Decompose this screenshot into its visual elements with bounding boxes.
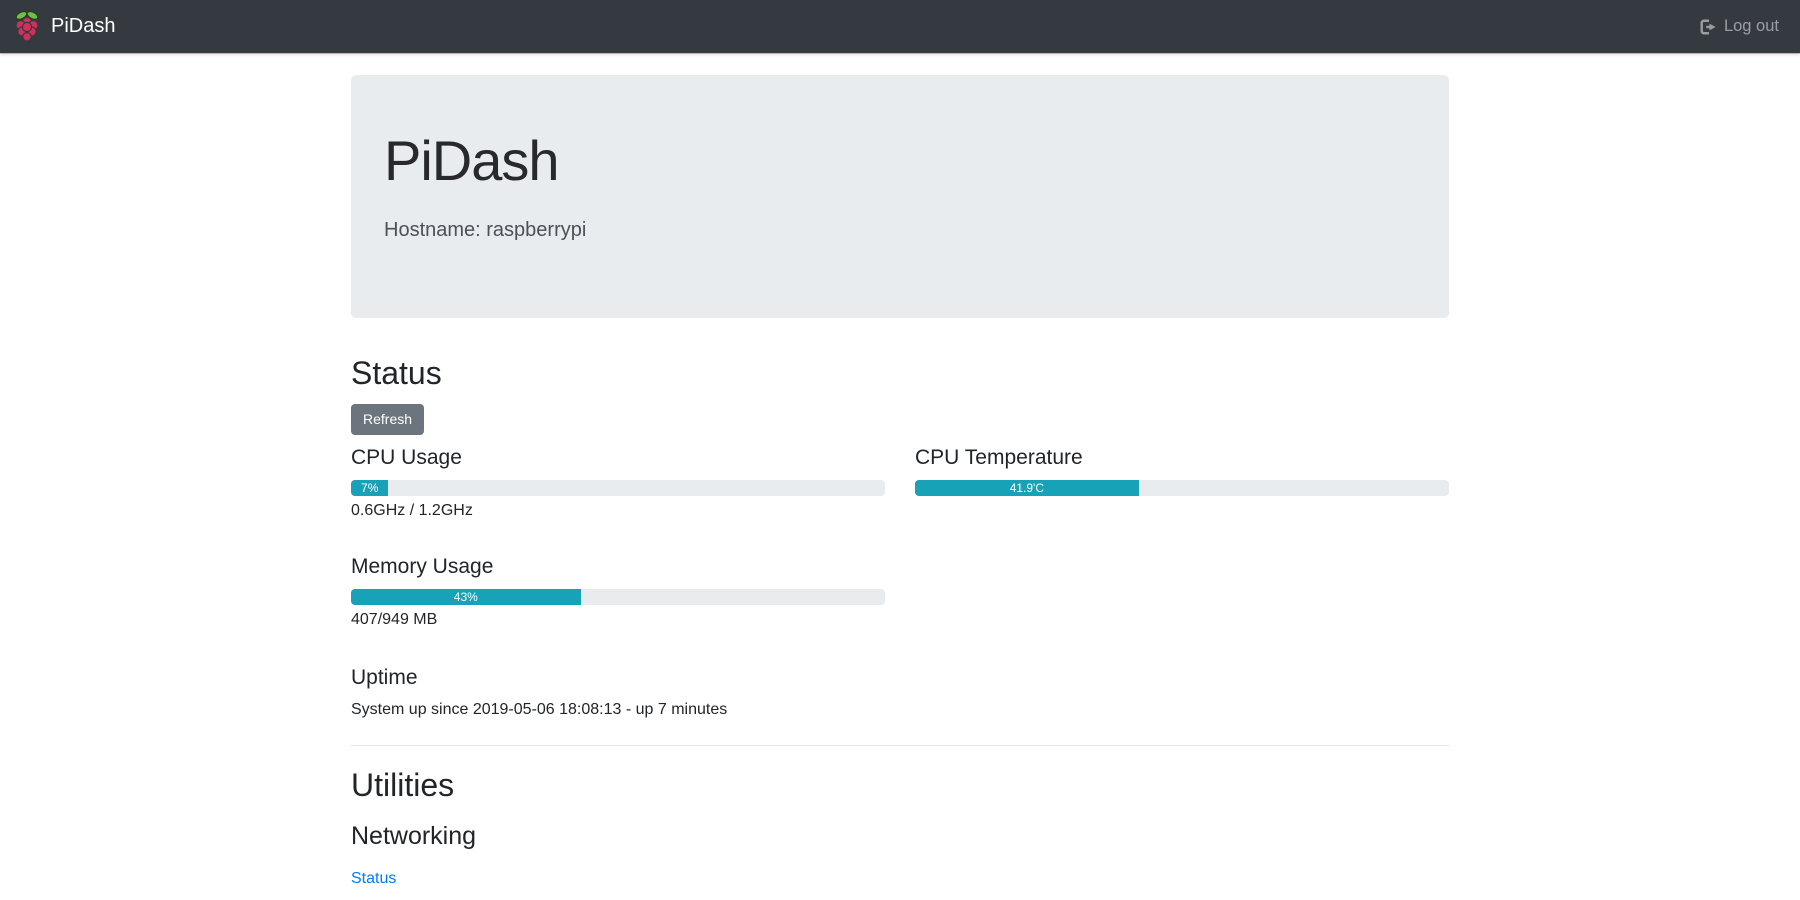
logout-label: Log out bbox=[1723, 17, 1779, 35]
sign-out-icon bbox=[1700, 19, 1717, 35]
status-grid: CPU Usage 7% 0.6GHz / 1.2GHz Memory Usag… bbox=[351, 445, 1449, 720]
cpu-temperature-progress: 41.9'C bbox=[915, 479, 1449, 496]
status-left-column: CPU Usage 7% 0.6GHz / 1.2GHz Memory Usag… bbox=[351, 445, 885, 720]
cpu-temperature-metric: CPU Temperature 41.9'C bbox=[915, 445, 1449, 496]
navbar-brand[interactable]: PiDash bbox=[12, 10, 115, 43]
cpu-temperature-progress-value: 41.9'C bbox=[1009, 480, 1045, 495]
cpu-usage-progress-fill: 7% bbox=[351, 479, 389, 496]
main-content: PiDash Hostname: raspberrypi Status Refr… bbox=[351, 75, 1449, 900]
cpu-frequency-text: 0.6GHz / 1.2GHz bbox=[351, 501, 473, 519]
section-divider bbox=[351, 745, 1449, 747]
cpu-usage-progress-value: 7% bbox=[361, 480, 379, 495]
uptime-label: Uptime bbox=[351, 666, 418, 690]
cpu-temperature-progress-fill: 41.9'C bbox=[915, 479, 1139, 496]
memory-usage-progress: 43% bbox=[351, 589, 885, 606]
networking-group: Networking Status bbox=[351, 821, 1449, 898]
memory-detail-text: 407/949 MB bbox=[351, 611, 438, 629]
memory-usage-metric: Memory Usage 43% 407/949 MB bbox=[351, 554, 885, 629]
utilities-heading: Utilities bbox=[351, 767, 455, 804]
refresh-button[interactable]: Refresh bbox=[351, 404, 425, 435]
memory-usage-progress-value: 43% bbox=[453, 590, 478, 605]
status-right-column: CPU Temperature 41.9'C bbox=[915, 445, 1449, 720]
memory-usage-label: Memory Usage bbox=[351, 554, 494, 578]
logout-link[interactable]: Log out bbox=[1700, 17, 1779, 36]
jumbotron: PiDash Hostname: raspberrypi bbox=[351, 75, 1449, 318]
hostname-text: Hostname: raspberrypi bbox=[384, 219, 587, 242]
cpu-temperature-label: CPU Temperature bbox=[915, 445, 1083, 469]
status-section: Status Refresh CPU Usage 7% 0.6GHz / 1.2… bbox=[351, 354, 1449, 719]
status-heading: Status bbox=[351, 355, 442, 391]
utilities-section: Utilities Networking Status System Proce… bbox=[351, 766, 1449, 900]
navbar: PiDash Log out bbox=[0, 0, 1800, 53]
uptime-text: System up since 2019-05-06 18:08:13 - up… bbox=[351, 701, 728, 719]
raspberry-icon bbox=[12, 10, 42, 43]
navbar-brand-label: PiDash bbox=[51, 15, 116, 37]
networking-status-link[interactable]: Status bbox=[351, 869, 397, 887]
page-title: PiDash bbox=[384, 129, 560, 192]
memory-usage-progress-fill: 43% bbox=[351, 589, 581, 606]
cpu-usage-metric: CPU Usage 7% 0.6GHz / 1.2GHz bbox=[351, 445, 885, 520]
cpu-usage-progress: 7% bbox=[351, 479, 885, 496]
cpu-usage-label: CPU Usage bbox=[351, 445, 462, 469]
networking-heading: Networking bbox=[351, 821, 477, 850]
uptime-block: Uptime System up since 2019-05-06 18:08:… bbox=[351, 665, 885, 719]
